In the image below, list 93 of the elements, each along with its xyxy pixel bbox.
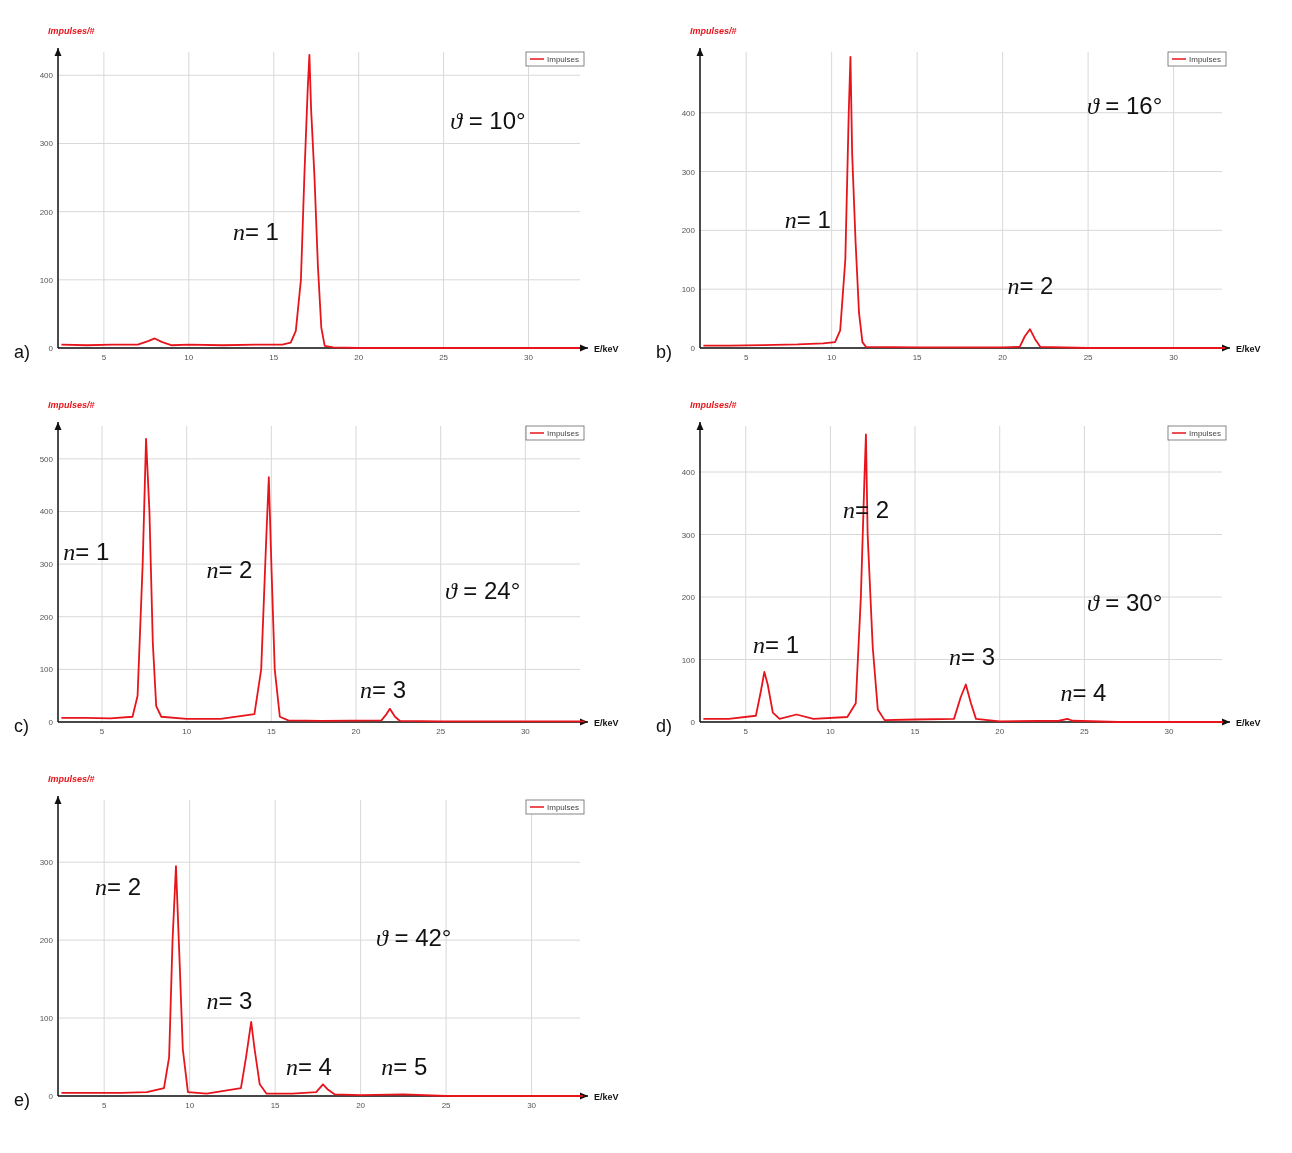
legend-label: Impulses [1189,55,1222,64]
y-axis-title: Impulses/# [690,26,737,36]
x-tick-label: 20 [998,353,1008,362]
x-tick-label: 15 [269,353,279,362]
x-tick-label: 10 [827,353,837,362]
y-tick-label: 100 [39,275,54,285]
x-tick-label: 10 [185,1101,195,1110]
y-tick-label: 0 [48,1092,54,1101]
x-tick-label: 15 [266,727,277,736]
x-tick-label: 30 [1169,353,1179,362]
y-tick-label: 0 [690,344,696,353]
x-tick-label: 5 [101,1101,107,1110]
annotation: n= 2 [206,556,253,584]
annotation: n= 5 [381,1053,428,1081]
x-tick-label: 15 [912,353,923,362]
y-tick-label: 300 [681,167,696,177]
y-tick-label: 200 [39,612,54,622]
x-tick-label: 30 [524,353,534,362]
y-tick-label: 200 [39,207,54,217]
x-tick-label: 25 [1083,353,1094,362]
y-axis-title: Impulses/# [690,400,737,410]
x-tick-label: 10 [184,353,194,362]
y-tick-label: 100 [39,1014,54,1024]
x-tick-label: 25 [436,727,446,736]
y-tick-label: 300 [681,530,696,540]
text: d) [656,716,673,736]
y-tick-label: 0 [690,718,696,727]
x-tick-label: 20 [356,1101,366,1110]
x-tick-label: 20 [354,353,364,362]
y-tick-label: 300 [39,560,54,570]
y-axis-title: Impulses/# [48,774,95,784]
annotation: n= 3 [949,643,996,671]
annotation: n= 2 [95,873,142,901]
text: b) [656,342,673,362]
y-tick-label: 400 [681,108,696,118]
annotation: n= 1 [63,538,110,566]
legend-label: Impulses [1189,429,1222,438]
text: c) [14,716,29,736]
x-tick-label: 15 [270,1101,281,1110]
y-tick-label: 100 [681,285,696,295]
y-tick-label: 100 [39,665,54,675]
annotation: n= 1 [784,206,831,234]
legend-label: Impulses [547,55,580,64]
y-tick-label: 300 [39,858,54,868]
x-tick-label: 25 [441,1101,452,1110]
y-tick-label: 100 [681,655,696,665]
x-tick-label: 20 [995,727,1005,736]
y-tick-label: 0 [48,344,54,353]
x-tick-label: 5 [743,353,749,362]
y-tick-label: 400 [681,468,696,477]
x-tick-label: 5 [101,353,107,362]
annotation: n= 1 [232,218,279,246]
annotation: n= 4 [285,1053,332,1081]
annotation: ϑ = 10° [450,107,526,135]
annotation: n= 3 [360,676,407,704]
y-tick-label: 300 [39,139,54,149]
annotation: n= 2 [1007,272,1054,300]
x-tick-label: 25 [439,353,449,362]
text: e) [14,1090,31,1110]
annotation: n= 4 [1060,679,1107,707]
x-tick-label: 5 [99,727,105,736]
x-tick-label: 5 [743,727,749,736]
x-axis-title: E/keV [1236,344,1261,354]
annotation: ϑ = 42° [376,924,452,952]
annotation: ϑ = 24° [444,577,521,605]
y-tick-label: 400 [39,71,54,81]
x-tick-label: 10 [182,727,192,736]
x-axis-title: E/keV [594,1092,619,1102]
y-tick-label: 400 [39,507,54,517]
legend-label: Impulses [547,803,580,812]
text: a) [14,342,31,362]
x-tick-label: 30 [1164,727,1175,736]
y-axis-title: Impulses/# [48,26,95,36]
x-axis-title: E/keV [594,344,619,354]
y-tick-label: 200 [681,593,696,602]
annotation: n= 1 [753,631,800,659]
y-tick-label: 200 [39,936,54,946]
annotation: ϑ = 16° [1086,92,1163,120]
x-tick-label: 15 [910,727,921,736]
x-tick-label: 25 [1079,727,1090,736]
legend-label: Impulses [547,429,580,438]
x-tick-label: 30 [520,727,531,736]
x-axis-title: E/keV [1236,718,1261,728]
y-tick-label: 200 [681,226,696,236]
y-tick-label: 500 [39,454,54,464]
x-tick-label: 20 [351,727,362,736]
y-axis-title: Impulses/# [48,400,95,410]
x-tick-label: 30 [527,1101,537,1110]
x-axis-title: E/keV [594,718,619,728]
x-tick-label: 10 [825,727,836,736]
y-tick-label: 0 [48,718,54,727]
annotation: ϑ = 30° [1086,589,1163,617]
annotation: n= 3 [206,987,253,1015]
